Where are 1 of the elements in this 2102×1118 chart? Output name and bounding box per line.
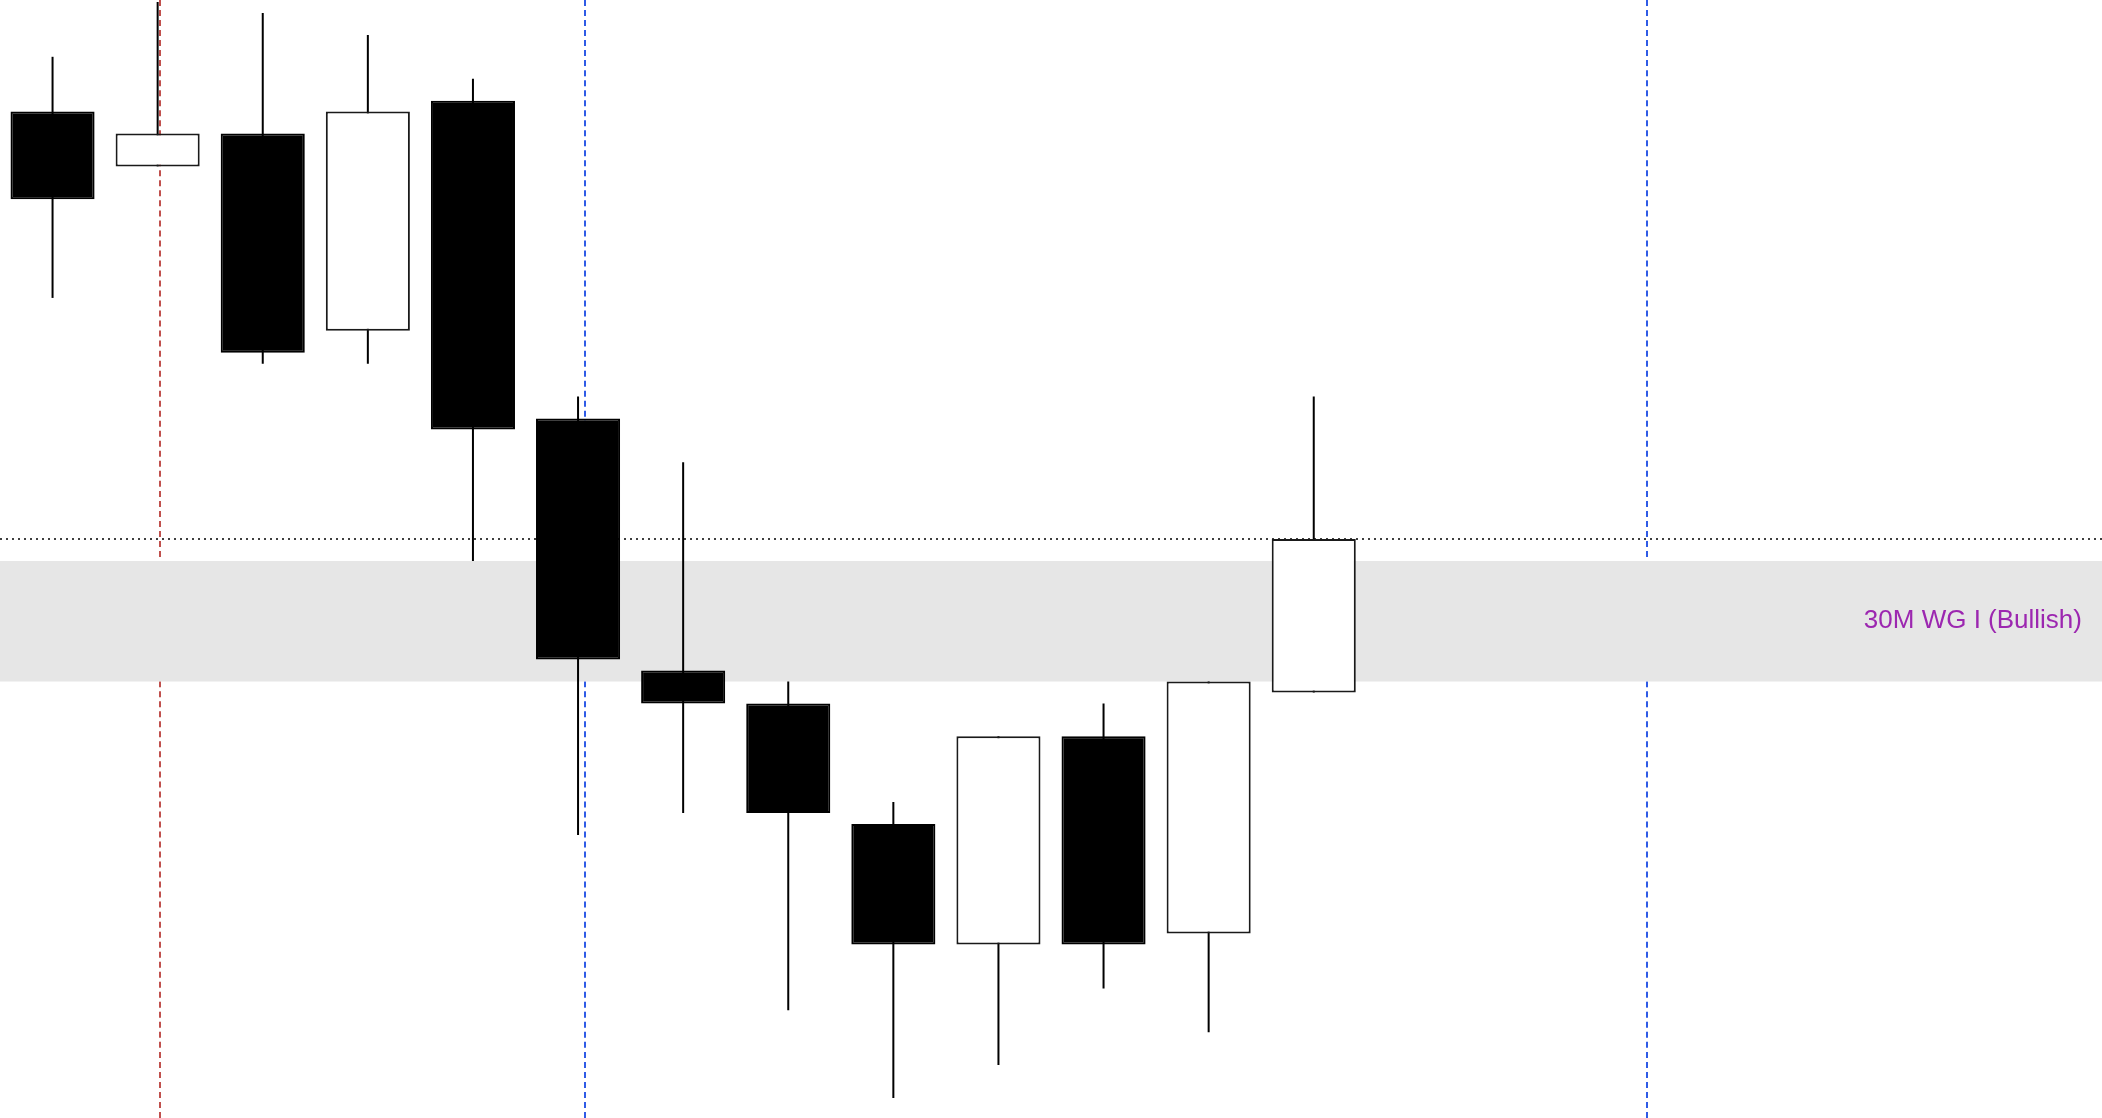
band-label: 30M WG I (Bullish)	[1863, 604, 2082, 635]
